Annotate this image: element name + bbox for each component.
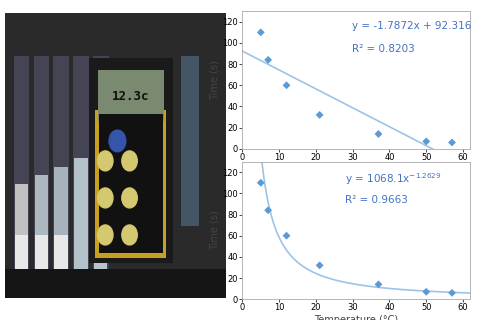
Circle shape: [122, 188, 137, 208]
Bar: [89, 58, 173, 263]
Bar: [94, 149, 108, 269]
Circle shape: [97, 188, 113, 208]
Point: [448, 290, 456, 295]
Point: [283, 233, 290, 238]
Bar: [34, 55, 49, 269]
Point: [283, 83, 290, 88]
Text: y = -1.7872x + 92.316: y = -1.7872x + 92.316: [352, 21, 471, 31]
Point: [374, 282, 382, 287]
Bar: [35, 235, 48, 269]
Text: y = 1068.1x$^{-1.2629}$: y = 1068.1x$^{-1.2629}$: [345, 171, 442, 187]
Point: [264, 208, 272, 213]
Point: [422, 139, 430, 144]
Bar: [93, 55, 108, 269]
Bar: [35, 175, 48, 269]
Bar: [181, 55, 199, 226]
Y-axis label: Time (s): Time (s): [210, 60, 220, 100]
Point: [264, 57, 272, 62]
Bar: [96, 110, 166, 258]
Bar: [73, 55, 89, 269]
Point: [316, 112, 324, 117]
Point: [422, 289, 430, 294]
Circle shape: [97, 151, 113, 171]
Bar: [53, 55, 69, 269]
Circle shape: [97, 225, 113, 245]
Text: 12.3c: 12.3c: [112, 90, 149, 103]
Point: [316, 263, 324, 268]
X-axis label: Temperature (°C): Temperature (°C): [314, 165, 398, 175]
Point: [374, 132, 382, 137]
Point: [448, 140, 456, 145]
Bar: [15, 184, 28, 269]
Circle shape: [122, 225, 137, 245]
Text: R² = 0.9663: R² = 0.9663: [345, 195, 408, 204]
Bar: [99, 114, 163, 253]
Bar: [5, 269, 226, 298]
Bar: [15, 235, 28, 269]
Circle shape: [109, 130, 126, 152]
Circle shape: [122, 151, 137, 171]
Bar: [13, 55, 29, 269]
Bar: [55, 167, 68, 269]
Point: [257, 30, 264, 35]
Text: R² = 0.8203: R² = 0.8203: [352, 44, 415, 54]
Bar: [55, 235, 68, 269]
X-axis label: Temperature (°C): Temperature (°C): [314, 315, 398, 320]
Y-axis label: Time (s): Time (s): [210, 211, 220, 250]
Bar: [97, 70, 164, 121]
Bar: [74, 158, 88, 269]
Point: [257, 180, 264, 185]
